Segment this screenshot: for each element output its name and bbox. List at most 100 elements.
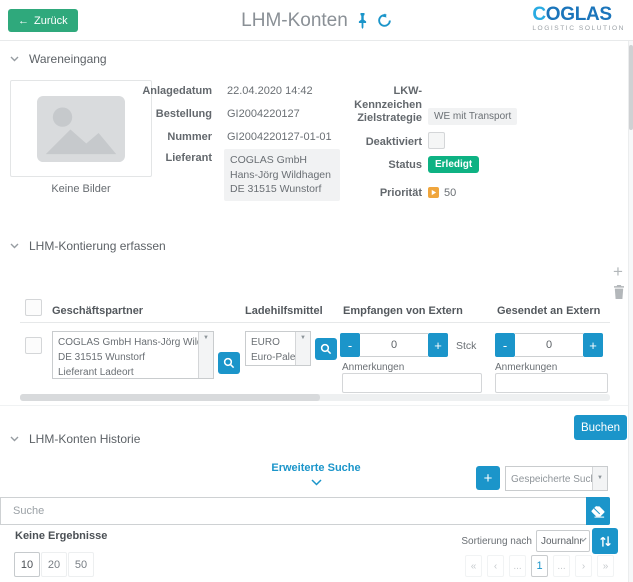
sort-select[interactable]: Journalnr xyxy=(536,530,590,552)
page-size-20[interactable]: 20 xyxy=(41,552,67,577)
chevron-down-icon xyxy=(10,56,19,62)
nummer-value: GI2004220127-01-01 xyxy=(227,131,332,143)
pagination: « ‹ ... 1 ... › » xyxy=(465,555,614,577)
gesendet-plus-button[interactable]: + xyxy=(583,333,603,357)
vertical-scrollbar-thumb[interactable] xyxy=(629,45,633,130)
clear-search-button[interactable] xyxy=(586,497,610,525)
section-divider xyxy=(0,405,633,406)
column-empfangen: Empfangen von Extern xyxy=(343,305,463,317)
refresh-icon xyxy=(378,13,391,27)
add-row-button[interactable]: + xyxy=(613,263,623,280)
sort-direction-button[interactable] xyxy=(592,528,618,554)
row-checkbox[interactable] xyxy=(25,337,42,354)
column-geschaeftspartner: Geschäftspartner xyxy=(52,305,144,317)
empfangen-stepper: - + xyxy=(340,333,448,357)
anlagedatum-value: 22.04.2020 14:42 xyxy=(227,85,313,97)
empfangen-plus-button[interactable]: + xyxy=(428,333,448,357)
pin-button[interactable] xyxy=(356,12,369,29)
eraser-icon xyxy=(591,505,605,518)
ladehilfsmittel-select-value: EURO Euro-Palette xyxy=(251,337,295,363)
arrow-left-icon: ← xyxy=(18,14,29,27)
ladehilfsmittel-select[interactable]: EURO Euro-Palette ▼ xyxy=(245,331,311,366)
geschaeftspartner-select-value: COGLAS GmbH Hans-Jörg Wildhagen DE 31515… xyxy=(58,337,198,378)
horizontal-scrollbar-thumb[interactable] xyxy=(20,394,320,401)
logo-subtitle: LOGISTIC SOLUTION xyxy=(532,25,625,32)
image-preview-box xyxy=(10,80,152,177)
pagination-last[interactable]: » xyxy=(597,555,614,577)
section-wareneingang-title: Wareneingang xyxy=(29,52,107,66)
pagination-first[interactable]: « xyxy=(465,555,482,577)
sort-select-value: Journalnr xyxy=(541,535,583,547)
horizontal-scrollbar[interactable] xyxy=(20,394,610,401)
pagination-ellipsis[interactable]: ... xyxy=(509,555,526,577)
empfangen-anmerkungen-input[interactable] xyxy=(342,373,482,393)
gesendet-minus-button[interactable]: - xyxy=(495,333,515,357)
chevron-down-icon: ▼ xyxy=(295,332,310,365)
anlagedatum-label: Anlagedatum xyxy=(142,85,212,97)
no-results-label: Keine Ergebnisse xyxy=(15,530,108,542)
gesendet-value-input[interactable] xyxy=(515,333,583,357)
gespeicherte-suchfilter-select[interactable]: Gespeicherte Suchfilter ▼ xyxy=(505,466,608,491)
chevron-down-icon: ▼ xyxy=(592,467,607,490)
search-input[interactable] xyxy=(0,497,586,525)
section-wareneingang-toggle[interactable]: Wareneingang xyxy=(10,52,107,66)
search-icon xyxy=(223,357,235,369)
bestellung-value: GI2004220127 xyxy=(227,108,300,120)
chevron-down-icon xyxy=(310,479,322,486)
section-historie-toggle[interactable]: LHM-Konten Historie xyxy=(10,432,140,446)
gesendet-anmerkungen-label: Anmerkungen xyxy=(495,362,558,373)
status-badge: Erledigt xyxy=(428,156,480,173)
trash-icon xyxy=(614,285,624,299)
chevron-down-icon xyxy=(10,436,19,442)
pin-icon xyxy=(358,12,366,29)
gesendet-anmerkungen-input[interactable] xyxy=(495,373,608,393)
erweiterte-suche-expand[interactable] xyxy=(256,479,376,486)
page-size-50[interactable]: 50 xyxy=(68,552,94,577)
unit-label: Stck xyxy=(456,340,477,352)
select-all-checkbox[interactable] xyxy=(25,299,42,316)
sort-arrows-icon xyxy=(599,535,611,547)
ladehilfsmittel-search-button[interactable] xyxy=(315,338,337,360)
pagination-next[interactable]: › xyxy=(575,555,592,577)
header-bar: ← Zurück LHM-Konten COGLAS LOGISTIC SOLU… xyxy=(0,0,633,41)
section-historie-title: LHM-Konten Historie xyxy=(29,432,141,446)
section-kontierung-toggle[interactable]: LHM-Kontierung erfassen xyxy=(10,239,166,253)
status-label: Status xyxy=(388,159,422,171)
add-suchfilter-button[interactable]: + xyxy=(476,466,500,490)
plus-icon: + xyxy=(613,262,623,281)
zielstrategie-label: Zielstrategie xyxy=(357,112,422,124)
pagination-ellipsis[interactable]: ... xyxy=(553,555,570,577)
nummer-label: Nummer xyxy=(167,131,212,143)
lkw-kennzeichen-label: LKW- Kennzeichen xyxy=(354,85,422,111)
zielstrategie-value: WE mit Transport xyxy=(428,108,518,125)
page-size-10[interactable]: 10 xyxy=(14,552,40,577)
buchen-button[interactable]: Buchen xyxy=(574,415,627,440)
geschaeftspartner-search-button[interactable] xyxy=(218,352,240,374)
section-kontierung-title: LHM-Kontierung erfassen xyxy=(29,239,166,253)
page-title: LHM-Konten xyxy=(241,9,348,31)
empfangen-minus-button[interactable]: - xyxy=(340,333,360,357)
back-button[interactable]: ← Zurück xyxy=(8,9,78,32)
vertical-scrollbar[interactable] xyxy=(628,41,633,582)
refresh-button[interactable] xyxy=(377,13,392,28)
gespeicherte-suchfilter-value: Gespeicherte Suchfilter xyxy=(511,474,592,485)
column-gesendet: Gesendet an Extern xyxy=(497,305,601,317)
deaktiviert-label: Deaktiviert xyxy=(365,136,422,148)
chevron-down-icon: ▼ xyxy=(198,332,213,378)
pagination-prev[interactable]: ‹ xyxy=(487,555,504,577)
deaktiviert-checkbox[interactable] xyxy=(428,132,445,149)
back-button-label: Zurück xyxy=(34,14,68,27)
pagination-page-1[interactable]: 1 xyxy=(531,555,548,577)
sort-label: Sortierung nach xyxy=(461,536,532,547)
title-area: LHM-Konten xyxy=(0,0,633,41)
geschaeftspartner-select[interactable]: COGLAS GmbH Hans-Jörg Wildhagen DE 31515… xyxy=(52,331,214,379)
no-images-label: Keine Bilder xyxy=(51,183,111,195)
empfangen-value-input[interactable] xyxy=(360,333,428,357)
lieferant-label: Lieferant xyxy=(165,152,212,164)
delete-row-button[interactable] xyxy=(613,285,625,304)
prioritaet-label: Priorität xyxy=(379,187,422,199)
table-header-divider xyxy=(20,322,610,323)
logo-text: COGLAS xyxy=(532,4,612,25)
erweiterte-suche-link[interactable]: Erweiterte Suche xyxy=(271,462,361,474)
column-ladehilfsmittel: Ladehilfsmittel xyxy=(245,305,323,317)
